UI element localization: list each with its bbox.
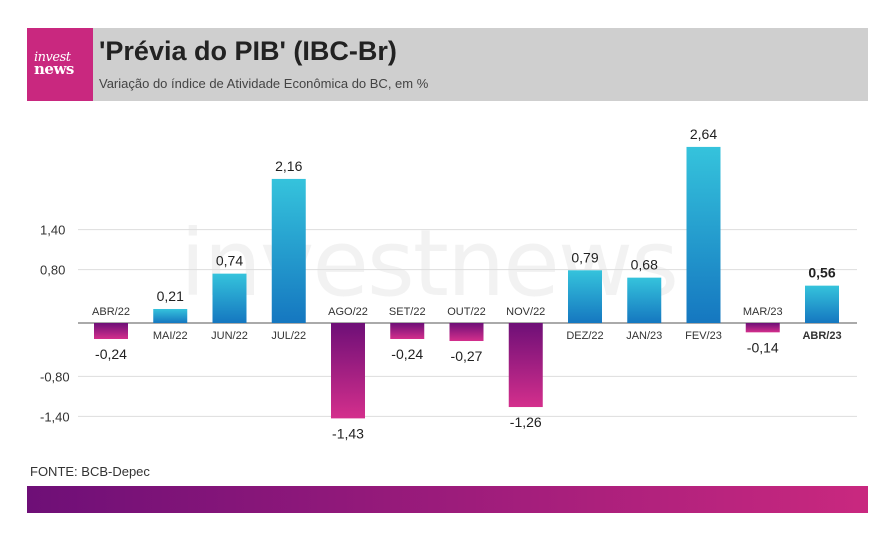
y-tick-label: 1,40 (40, 223, 65, 238)
bar (331, 323, 365, 419)
category-label: JUN/22 (211, 330, 248, 342)
y-tick-label: 0,80 (40, 263, 65, 278)
category-label: JAN/23 (626, 330, 662, 342)
investnews-logo: invest news (27, 28, 93, 101)
bar (390, 323, 425, 340)
category-label: ABR/22 (92, 306, 130, 318)
bar (627, 277, 662, 323)
chart-title: 'Prévia do PIB' (IBC-Br) (99, 36, 397, 66)
logo-text-news: news (34, 60, 74, 78)
data-label: 0,21 (157, 288, 184, 304)
data-label: -1,43 (332, 425, 364, 441)
footer-bar (27, 486, 868, 513)
category-label: NOV/22 (506, 306, 545, 318)
data-label: 0,56 (808, 265, 835, 281)
category-label: OUT/22 (447, 306, 486, 318)
bar (745, 323, 780, 333)
header-bar: invest news 'Prévia do PIB' (IBC-Br) Var… (27, 28, 868, 101)
bar (153, 308, 188, 323)
bar (805, 285, 839, 323)
y-tick-label: -1,40 (40, 409, 70, 424)
category-label: AGO/22 (328, 306, 368, 318)
data-label: 0,79 (571, 249, 598, 265)
bar (508, 323, 543, 408)
category-label: ABR/23 (802, 330, 841, 342)
data-label: -1,26 (510, 414, 542, 430)
bar (94, 323, 128, 340)
category-label: MAR/23 (743, 306, 783, 318)
data-label: 0,74 (216, 253, 243, 269)
bar (271, 178, 306, 323)
logo-text-invest: invest (34, 50, 71, 65)
data-label: 2,64 (690, 126, 717, 142)
data-label: 0,68 (631, 257, 658, 273)
category-label: MAI/22 (153, 330, 188, 342)
bar (449, 323, 484, 342)
y-tick-label: -0,80 (40, 369, 70, 384)
chart-subtitle: Variação do índice de Atividade Econômic… (99, 76, 429, 91)
category-label: JUL/22 (271, 330, 306, 342)
data-label: 2,16 (275, 158, 302, 174)
source-note: FONTE: BCB-Depec (30, 464, 150, 479)
bar (568, 270, 602, 323)
data-label: -0,24 (391, 346, 423, 362)
category-label: FEV/23 (685, 330, 722, 342)
data-label: -0,27 (451, 348, 483, 364)
data-label: -0,14 (747, 339, 779, 355)
category-label: SET/22 (389, 306, 426, 318)
data-label: -0,24 (95, 346, 127, 362)
bar (686, 146, 721, 323)
category-label: DEZ/22 (566, 330, 603, 342)
bar (212, 273, 247, 323)
